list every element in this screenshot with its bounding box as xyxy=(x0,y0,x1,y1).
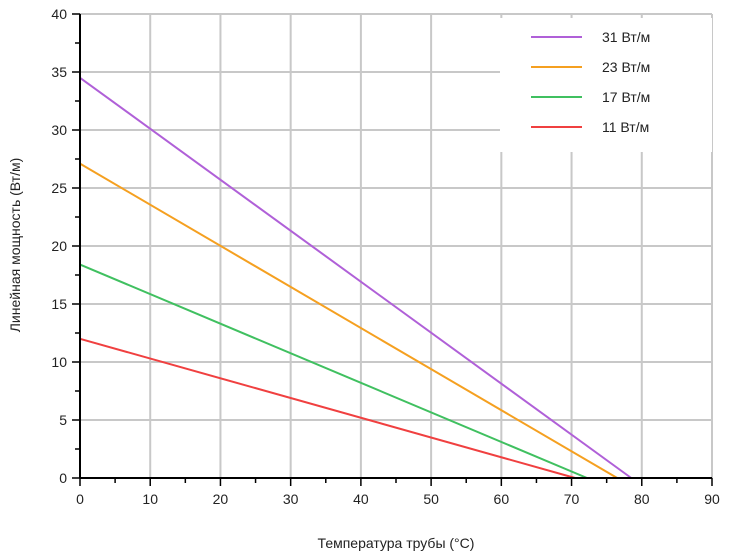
x-tick-label: 90 xyxy=(704,491,720,507)
legend: 31 Вт/м 23 Вт/м 17 Вт/м 11 Вт/м xyxy=(531,29,650,135)
legend-label: 23 Вт/м xyxy=(602,59,650,75)
x-axis-ticks: 0 10 20 30 40 50 60 70 80 90 xyxy=(76,478,720,507)
y-axis-ticks: 0 5 10 15 20 25 30 35 40 xyxy=(51,6,80,486)
legend-label: 11 Вт/м xyxy=(602,119,649,135)
x-tick-label: 50 xyxy=(423,491,439,507)
series-line xyxy=(79,76,632,479)
x-tick-label: 20 xyxy=(213,491,229,507)
y-tick-label: 40 xyxy=(51,6,67,22)
legend-background xyxy=(500,18,712,152)
series-line xyxy=(79,337,576,479)
x-tick-label: 40 xyxy=(353,491,369,507)
legend-label: 31 Вт/м xyxy=(602,29,650,45)
legend-box xyxy=(500,18,712,152)
y-axis-title: Линейная мощность (Вт/м) xyxy=(7,158,23,333)
series-line xyxy=(79,263,588,479)
x-tick-label: 10 xyxy=(142,491,158,507)
y-tick-label: 30 xyxy=(51,122,67,138)
x-tick-label: 30 xyxy=(283,491,299,507)
y-tick-label: 20 xyxy=(51,238,67,254)
x-axis-title: Температура трубы (°C) xyxy=(318,535,475,551)
x-tick-label: 70 xyxy=(564,491,580,507)
x-tick-label: 80 xyxy=(634,491,650,507)
y-tick-label: 15 xyxy=(51,296,67,312)
y-tick-label: 25 xyxy=(51,180,67,196)
y-tick-label: 10 xyxy=(51,354,67,370)
y-tick-label: 5 xyxy=(59,412,67,428)
y-tick-label: 35 xyxy=(51,64,67,80)
series-line xyxy=(79,162,618,479)
plot-lines xyxy=(79,76,632,479)
legend-label: 17 Вт/м xyxy=(602,89,650,105)
x-tick-label: 0 xyxy=(76,491,84,507)
x-tick-label: 60 xyxy=(494,491,510,507)
y-tick-label: 0 xyxy=(59,470,67,486)
